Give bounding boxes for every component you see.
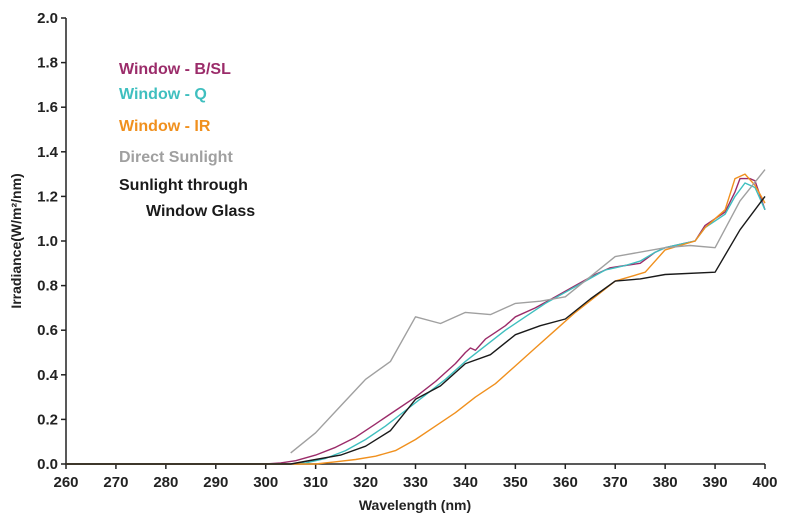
y-tick-label: 1.2 <box>37 188 58 205</box>
y-tick-label: 0.6 <box>37 322 58 339</box>
y-tick-label: 1.4 <box>37 144 59 161</box>
y-tick-label: 0.4 <box>37 367 59 384</box>
series-line-window-q <box>66 182 766 465</box>
x-tick-label: 320 <box>353 474 378 491</box>
y-tick-label: 1.8 <box>37 55 58 72</box>
legend-entry: Sunlight through <box>119 177 248 194</box>
x-tick-label: 330 <box>403 474 428 491</box>
y-tick-label: 1.6 <box>37 99 58 116</box>
y-tick-label: 0.8 <box>37 278 58 295</box>
y-tick-label: 2.0 <box>37 10 58 27</box>
x-tick-label: 400 <box>752 474 777 491</box>
y-tick-label: 0.2 <box>37 411 58 428</box>
x-tick-label: 290 <box>203 474 228 491</box>
series-line-direct-sunlight <box>290 169 766 454</box>
x-tick-label: 360 <box>553 474 578 491</box>
series-line-window-b-sl <box>66 177 766 465</box>
series-line-window-ir <box>66 173 766 465</box>
legend: Window - B/SL Window - Q Window - IR Direct… <box>119 61 255 220</box>
x-tick-label: 340 <box>453 474 478 491</box>
x-tick-label: 310 <box>303 474 328 491</box>
legend-entry: Direct Sunlight <box>119 149 233 166</box>
x-tick-label: 270 <box>103 474 128 491</box>
x-tick-label: 370 <box>603 474 628 491</box>
series-lines <box>66 169 766 465</box>
x-tick-label: 390 <box>703 474 728 491</box>
y-tick-label: 1.0 <box>37 233 58 250</box>
legend-entry: Window - B/SL <box>119 61 231 78</box>
x-tick-label: 260 <box>53 474 78 491</box>
x-tick-label: 300 <box>253 474 278 491</box>
x-tick-label: 280 <box>153 474 178 491</box>
series-line-sunlight-through-window-glass <box>66 195 766 465</box>
y-axis-title: Irradiance(W/m²/nm) <box>8 173 24 308</box>
x-axis-title: Wavelength (nm) <box>359 497 471 513</box>
legend-entry: Window - IR <box>119 118 211 135</box>
y-tick-label: 0.0 <box>37 456 58 473</box>
legend-entry: Window - Q <box>119 86 207 103</box>
x-tick-label: 380 <box>653 474 678 491</box>
legend-entry: Window Glass <box>146 203 255 220</box>
y-ticks: 0.0 0.2 0.4 0.6 0.8 1.0 1.2 1.4 1.6 1.8 2.0 <box>37 10 66 473</box>
x-ticks: 260 270 280 290 300 310 320 330 340 350 360 370 380 3… <box>53 464 778 491</box>
x-tick-label: 350 <box>503 474 528 491</box>
